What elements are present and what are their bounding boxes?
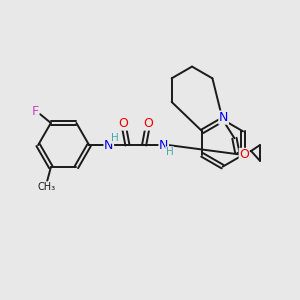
Text: O: O <box>143 117 153 130</box>
Text: F: F <box>32 105 39 118</box>
Text: O: O <box>239 148 249 161</box>
Text: O: O <box>118 117 128 130</box>
Text: N: N <box>104 139 113 152</box>
Text: CH₃: CH₃ <box>38 182 56 192</box>
Text: N: N <box>159 139 168 152</box>
Text: H: H <box>166 147 173 157</box>
Text: N: N <box>219 111 228 124</box>
Text: H: H <box>111 133 119 143</box>
